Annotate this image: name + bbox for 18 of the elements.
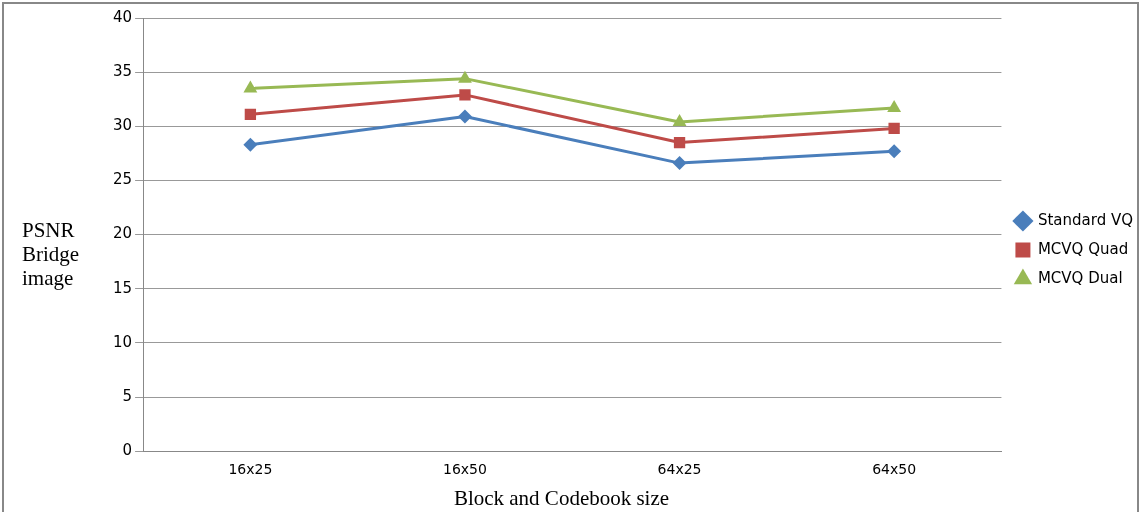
y-tick-label: 15 (112, 278, 133, 297)
x-axis-title: Block and Codebook size (452, 486, 671, 511)
x-tick-label: 64x50 (872, 461, 917, 478)
y-tick-label: 25 (112, 170, 133, 189)
y-tick-label: 30 (112, 116, 133, 135)
legend-label: MCVQ Dual (1037, 268, 1123, 287)
x-tick-label: 64x25 (657, 461, 702, 478)
legend-label: MCVQ Quad (1037, 239, 1129, 258)
y-tick-label: 35 (112, 62, 133, 81)
y-tick-label: 40 (112, 7, 133, 26)
y-tick-label: 20 (112, 224, 133, 243)
legend-label: Standard VQ (1037, 210, 1133, 229)
x-tick-label: 16x25 (228, 461, 273, 478)
y-tick-label: 5 (122, 386, 133, 405)
y-tick-label: 0 (122, 441, 133, 460)
y-axis-title: PSNR Bridge image (22, 218, 81, 290)
y-tick-label: 10 (112, 332, 133, 351)
x-tick-label: 16x50 (443, 461, 487, 478)
